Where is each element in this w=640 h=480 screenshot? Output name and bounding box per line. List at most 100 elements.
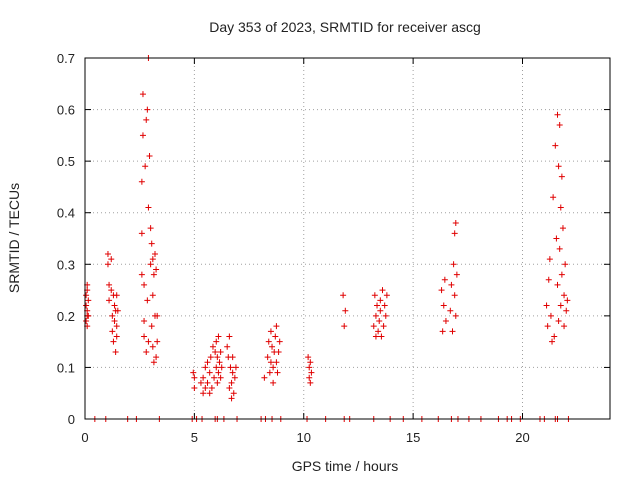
data-point	[204, 359, 211, 366]
y-tick-label: 0.5	[57, 154, 75, 169]
data-point	[273, 359, 280, 366]
data-point	[261, 374, 268, 381]
data-point	[108, 256, 115, 263]
data-point	[153, 354, 160, 361]
data-point	[340, 292, 347, 299]
data-point	[197, 379, 204, 386]
data-point	[555, 163, 562, 170]
data-point	[276, 338, 283, 345]
y-tick-label: 0.7	[57, 51, 75, 66]
data-point	[138, 230, 145, 237]
data-point	[111, 318, 118, 325]
data-point	[104, 250, 111, 257]
data-point	[143, 116, 150, 123]
data-point	[215, 333, 222, 340]
data-point	[150, 271, 157, 278]
data-point	[148, 240, 155, 247]
data-point	[83, 302, 90, 309]
data-point	[377, 307, 384, 314]
data-point	[108, 287, 115, 294]
data-point	[154, 312, 161, 319]
data-point	[274, 369, 281, 376]
data-point	[441, 276, 448, 283]
data-point	[438, 287, 445, 294]
data-point	[214, 354, 221, 361]
data-point	[562, 261, 569, 268]
data-point	[217, 374, 224, 381]
data-point	[109, 328, 116, 335]
chart-title: Day 353 of 2023, SRMTID for receiver asc…	[209, 19, 481, 35]
data-point	[145, 338, 152, 345]
data-point	[153, 266, 160, 273]
data-point	[141, 318, 148, 325]
grid	[85, 58, 610, 419]
data-point	[545, 276, 552, 283]
data-point	[191, 374, 198, 381]
data-point	[371, 292, 378, 299]
data-point	[376, 318, 383, 325]
data-point	[372, 312, 379, 319]
data-point	[114, 307, 121, 314]
x-tick-label: 5	[191, 430, 198, 445]
data-point	[550, 194, 557, 201]
data-point	[230, 390, 237, 397]
data-point	[229, 369, 236, 376]
data-point	[378, 333, 385, 340]
plot-frame	[84, 57, 611, 420]
data-point	[563, 307, 570, 314]
data-point	[556, 245, 563, 252]
data-point	[229, 354, 236, 361]
data-point	[374, 302, 381, 309]
data-point	[308, 369, 315, 376]
data-point	[267, 328, 274, 335]
data-point	[275, 348, 282, 355]
data-point	[191, 385, 198, 392]
data-point	[557, 204, 564, 211]
data-point	[547, 312, 554, 319]
data-point	[544, 323, 551, 330]
data-point	[226, 385, 233, 392]
data-point	[146, 152, 153, 159]
data-point	[104, 261, 111, 268]
data-point	[440, 302, 447, 309]
data-point	[450, 261, 457, 268]
data-point	[381, 302, 388, 309]
data-point	[142, 163, 149, 170]
data-point	[214, 379, 221, 386]
data-point	[306, 364, 313, 371]
data-point	[139, 132, 146, 139]
data-point	[451, 230, 458, 237]
data-point	[154, 338, 161, 345]
data-point	[83, 318, 90, 325]
data-point	[231, 374, 238, 381]
data-point	[150, 359, 157, 366]
data-point	[218, 364, 225, 371]
axis-ticks: 0 0.1 0.2 0.3 0.4 0.5 0.6 0.7 0 5 10 15 20	[57, 51, 610, 445]
data-point	[232, 364, 239, 371]
data-point	[558, 271, 565, 278]
data-point	[449, 328, 456, 335]
data-point	[152, 250, 158, 257]
data-point	[558, 173, 565, 180]
data-point	[206, 369, 213, 376]
data-point	[307, 379, 314, 386]
data-point	[217, 348, 224, 355]
data-point	[228, 395, 235, 402]
data-point	[448, 281, 455, 288]
data-point	[113, 292, 120, 299]
data-point	[272, 333, 279, 340]
y-tick-label: 0.3	[57, 257, 75, 272]
data-point	[546, 256, 553, 263]
data-point	[141, 333, 148, 340]
data-point	[226, 333, 233, 340]
data-point	[452, 312, 459, 319]
data-point	[110, 338, 117, 345]
data-point	[543, 302, 550, 309]
data-point	[377, 297, 384, 304]
data-point	[554, 111, 561, 118]
data-point	[372, 333, 379, 340]
x-tick-label: 20	[515, 430, 529, 445]
data-point	[212, 348, 219, 355]
data-point	[307, 359, 314, 366]
